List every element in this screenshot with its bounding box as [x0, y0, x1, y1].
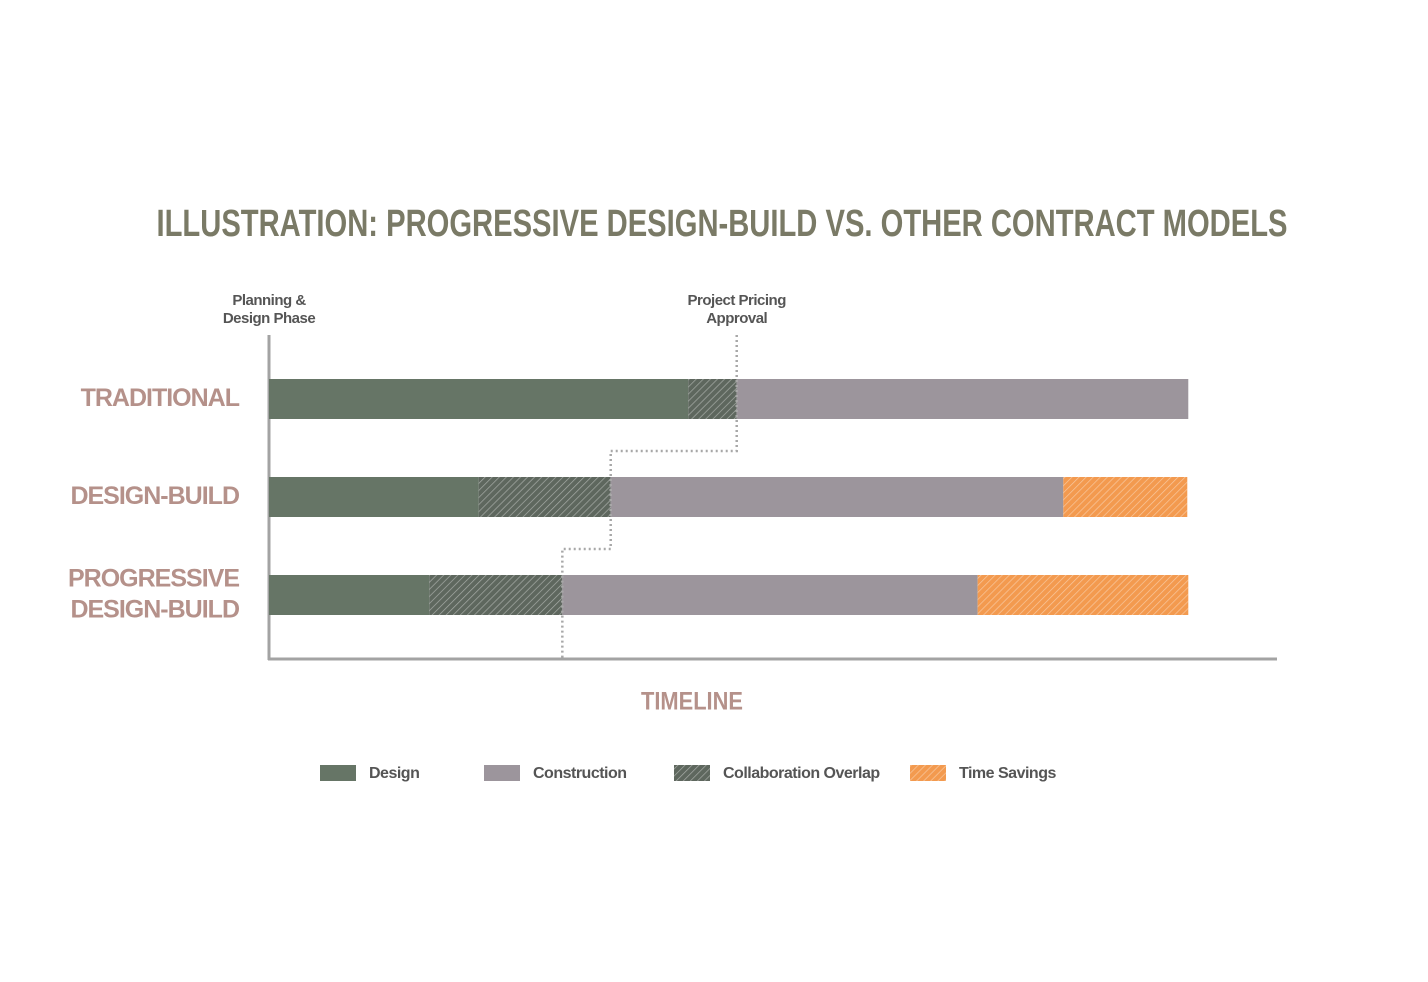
- bar-segment: [562, 575, 978, 615]
- category-label: TRADITIONAL: [81, 384, 240, 412]
- annotation: Project Pricing: [688, 292, 787, 309]
- pricing-approval-line: [561, 335, 738, 659]
- legend-swatch: [320, 765, 356, 781]
- legend-label: Collaboration Overlap: [723, 765, 880, 782]
- category-label-line: PROGRESSIVE: [68, 564, 239, 592]
- chart-title: ILLUSTRATION: PROGRESSIVE DESIGN-BUILD V…: [157, 203, 1288, 245]
- annotation: Planning &: [232, 292, 306, 309]
- category-label: PROGRESSIVE DESIGN-BUILD: [68, 564, 239, 623]
- category-label-line: DESIGN-BUILD: [70, 482, 239, 510]
- bar-hatch: [1063, 477, 1188, 517]
- bar-hatch: [429, 575, 563, 615]
- annotation: Approval: [706, 310, 767, 327]
- bar-hatch: [977, 575, 1189, 615]
- annotation: Design Phase: [223, 310, 316, 327]
- bar-segment: [736, 379, 1189, 419]
- category-label-line: DESIGN-BUILD: [70, 595, 239, 623]
- bar-segment: [269, 379, 689, 419]
- legend-label: Time Savings: [959, 765, 1056, 782]
- legend-swatch: [484, 765, 520, 781]
- legend-label: Construction: [533, 765, 627, 782]
- category-label-line: TRADITIONAL: [81, 384, 240, 412]
- bar-segment: [269, 477, 479, 517]
- legend-hatch: [674, 765, 710, 781]
- category-label: DESIGN-BUILD: [70, 482, 239, 510]
- x-axis-label: TIMELINE: [641, 688, 743, 716]
- bar-segment: [269, 575, 430, 615]
- legend-label: Design: [369, 765, 419, 782]
- bar-hatch: [478, 477, 611, 517]
- bar-segment: [610, 477, 1064, 517]
- legend-hatch: [910, 765, 946, 781]
- bar-hatch: [688, 379, 737, 419]
